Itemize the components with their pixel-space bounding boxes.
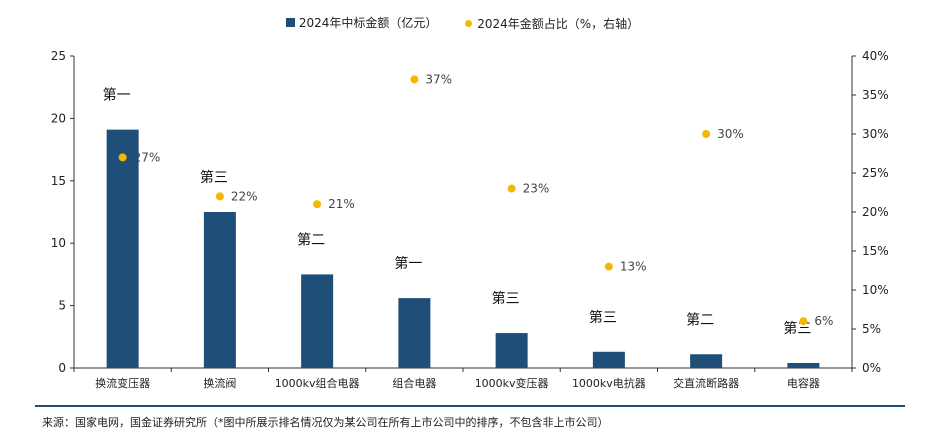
legend-dot-swatch [465,20,473,27]
rank-label: 第一 [394,255,422,272]
legend-item-bar: 2024年中标金额（亿元） [285,14,438,31]
legend-bar-label: 2024年中标金额（亿元） [298,16,438,30]
x-tick-label: 1000kv组合电器 [275,376,360,390]
share-dot [702,130,711,138]
share-dot [118,153,127,162]
rank-label: 第三 [589,309,617,326]
bar [398,298,431,368]
bar [787,363,820,368]
bar [592,351,625,368]
bar-scatter-chart: 0 5 10 15 20 25 0% 5% 10% 15% 20% 25% 30% 35% 40% 第一换流变… [51,49,889,390]
y-left-tick-label: 0 [58,361,66,375]
share-data-label: 6% [814,314,833,328]
y-left-tick-label: 25 [51,49,66,63]
y-right-tick-label: 40% [862,49,889,63]
share-dot [604,262,613,271]
share-dot [410,75,419,84]
share-data-label: 30% [717,127,744,141]
y-right-tick-label: 15% [862,244,889,258]
y-right-tick-label: 25% [862,166,889,180]
share-data-label: 37% [425,72,452,86]
y-left-tick-label: 15 [51,174,66,188]
share-dot [799,317,808,326]
y-right-tick-label: 0% [862,361,881,375]
x-tick-label: 1000kv变压器 [475,376,549,390]
rank-label: 第三 [200,169,228,186]
x-tick-label: 组合电器 [392,376,436,390]
rank-label: 第一 [103,87,131,104]
y-right-tick-label: 20% [862,205,889,219]
footer-divider [35,405,905,407]
x-tick-label: 换流变压器 [95,376,150,390]
rank-label: 第二 [686,311,714,328]
y-left-tick-label: 10 [51,236,66,250]
share-dot [215,192,224,201]
rank-label: 第三 [783,320,811,337]
legend-item-dot: 2024年金额占比（%，右轴） [465,15,639,32]
y-right-tick-label: 5% [862,322,881,336]
y-right-tick-label: 30% [862,127,889,141]
legend-dot-label: 2024年金额占比（%，右轴） [477,17,640,31]
rank-label: 第三 [492,290,520,307]
y-right-tick-label: 35% [862,88,889,102]
bar [301,274,334,368]
share-dot [313,200,322,209]
legend-bar-swatch [285,18,295,27]
y-left-tick-label: 5 [58,299,66,313]
x-tick-label: 1000kv电抗器 [572,376,646,390]
x-tick-label: 换流阀 [203,376,236,390]
bar [203,212,236,368]
share-data-label: 23% [523,182,550,196]
share-data-label: 21% [328,197,355,211]
bar [690,354,723,368]
share-data-label: 27% [134,150,161,164]
share-dot [507,184,516,193]
y-right-tick-label: 10% [862,283,889,297]
bar [106,129,139,368]
rank-label: 第二 [297,231,325,248]
chart-legend: 2024年中标金额（亿元） 2024年金额占比（%，右轴） [0,14,925,32]
y-left-tick-label: 20 [51,111,66,125]
share-data-label: 13% [620,260,647,274]
source-note: 来源：国家电网，国金证券研究所（*图中所展示排名情况仅为某公司在所有上市公司中的… [42,416,609,429]
bar [495,333,528,368]
x-tick-label: 交直流断路器 [673,376,739,390]
x-tick-label: 电容器 [787,376,820,390]
share-data-label: 22% [231,189,258,203]
